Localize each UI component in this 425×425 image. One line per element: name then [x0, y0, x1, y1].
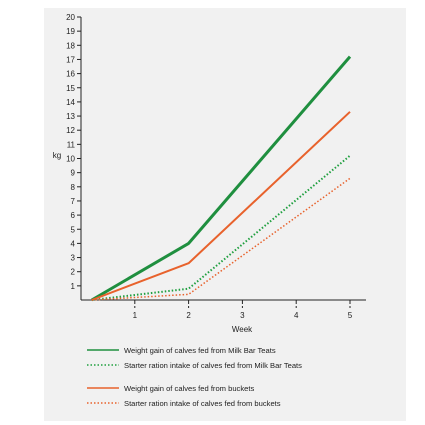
y-tick-label: 6: [71, 211, 76, 220]
y-tick-label: 9: [71, 169, 76, 178]
series-line-1: [91, 154, 351, 301]
y-tick-label: 7: [71, 197, 76, 206]
x-tick-label: 3: [240, 311, 245, 320]
chart-panel: [44, 8, 406, 421]
legend-label-3: Starter ration intake of calves fed from…: [124, 399, 281, 408]
legend: Weight gain of calves fed from Milk Bar …: [87, 346, 302, 408]
series-line-2: [91, 111, 351, 301]
y-tick-label: 18: [66, 41, 75, 50]
x-axis-label: Week: [232, 325, 253, 334]
x-tick-label: 2: [186, 311, 191, 320]
y-tick-label: 19: [66, 27, 75, 36]
series-lines: [91, 55, 352, 302]
y-tick-label: 16: [66, 70, 75, 79]
y-tick-label: 3: [71, 254, 76, 263]
x-tick-label: 5: [348, 311, 353, 320]
y-tick-label: 1: [71, 282, 76, 291]
y-tick-label: 8: [71, 183, 76, 192]
y-tick-label: 11: [67, 140, 76, 149]
legend-label-2: Weight gain of calves fed from buckets: [124, 384, 254, 393]
y-tick-label: 5: [71, 225, 76, 234]
x-tick-label: 4: [294, 311, 299, 320]
series-line-3: [91, 177, 351, 301]
legend-label-0: Weight gain of calves fed from Milk Bar …: [124, 346, 276, 355]
legend-label-1: Starter ration intake of calves fed from…: [124, 361, 302, 370]
y-tick-label: 10: [66, 155, 75, 164]
x-tick-label: 1: [133, 311, 138, 320]
y-tick-label: 4: [71, 239, 76, 248]
y-tick-label: 13: [66, 112, 75, 121]
y-tick-label: 20: [66, 13, 75, 22]
y-axis-label: kg: [53, 151, 61, 160]
y-tick-label: 14: [66, 98, 75, 107]
y-tick-label: 17: [66, 55, 75, 64]
axes: [80, 17, 366, 301]
y-tick-label: 2: [71, 268, 76, 277]
x-axis-ticks: 1 2 3 4 5: [133, 300, 353, 320]
y-tick-label: 12: [66, 126, 75, 135]
y-tick-label: 15: [66, 84, 75, 93]
series-line-0: [91, 55, 352, 302]
